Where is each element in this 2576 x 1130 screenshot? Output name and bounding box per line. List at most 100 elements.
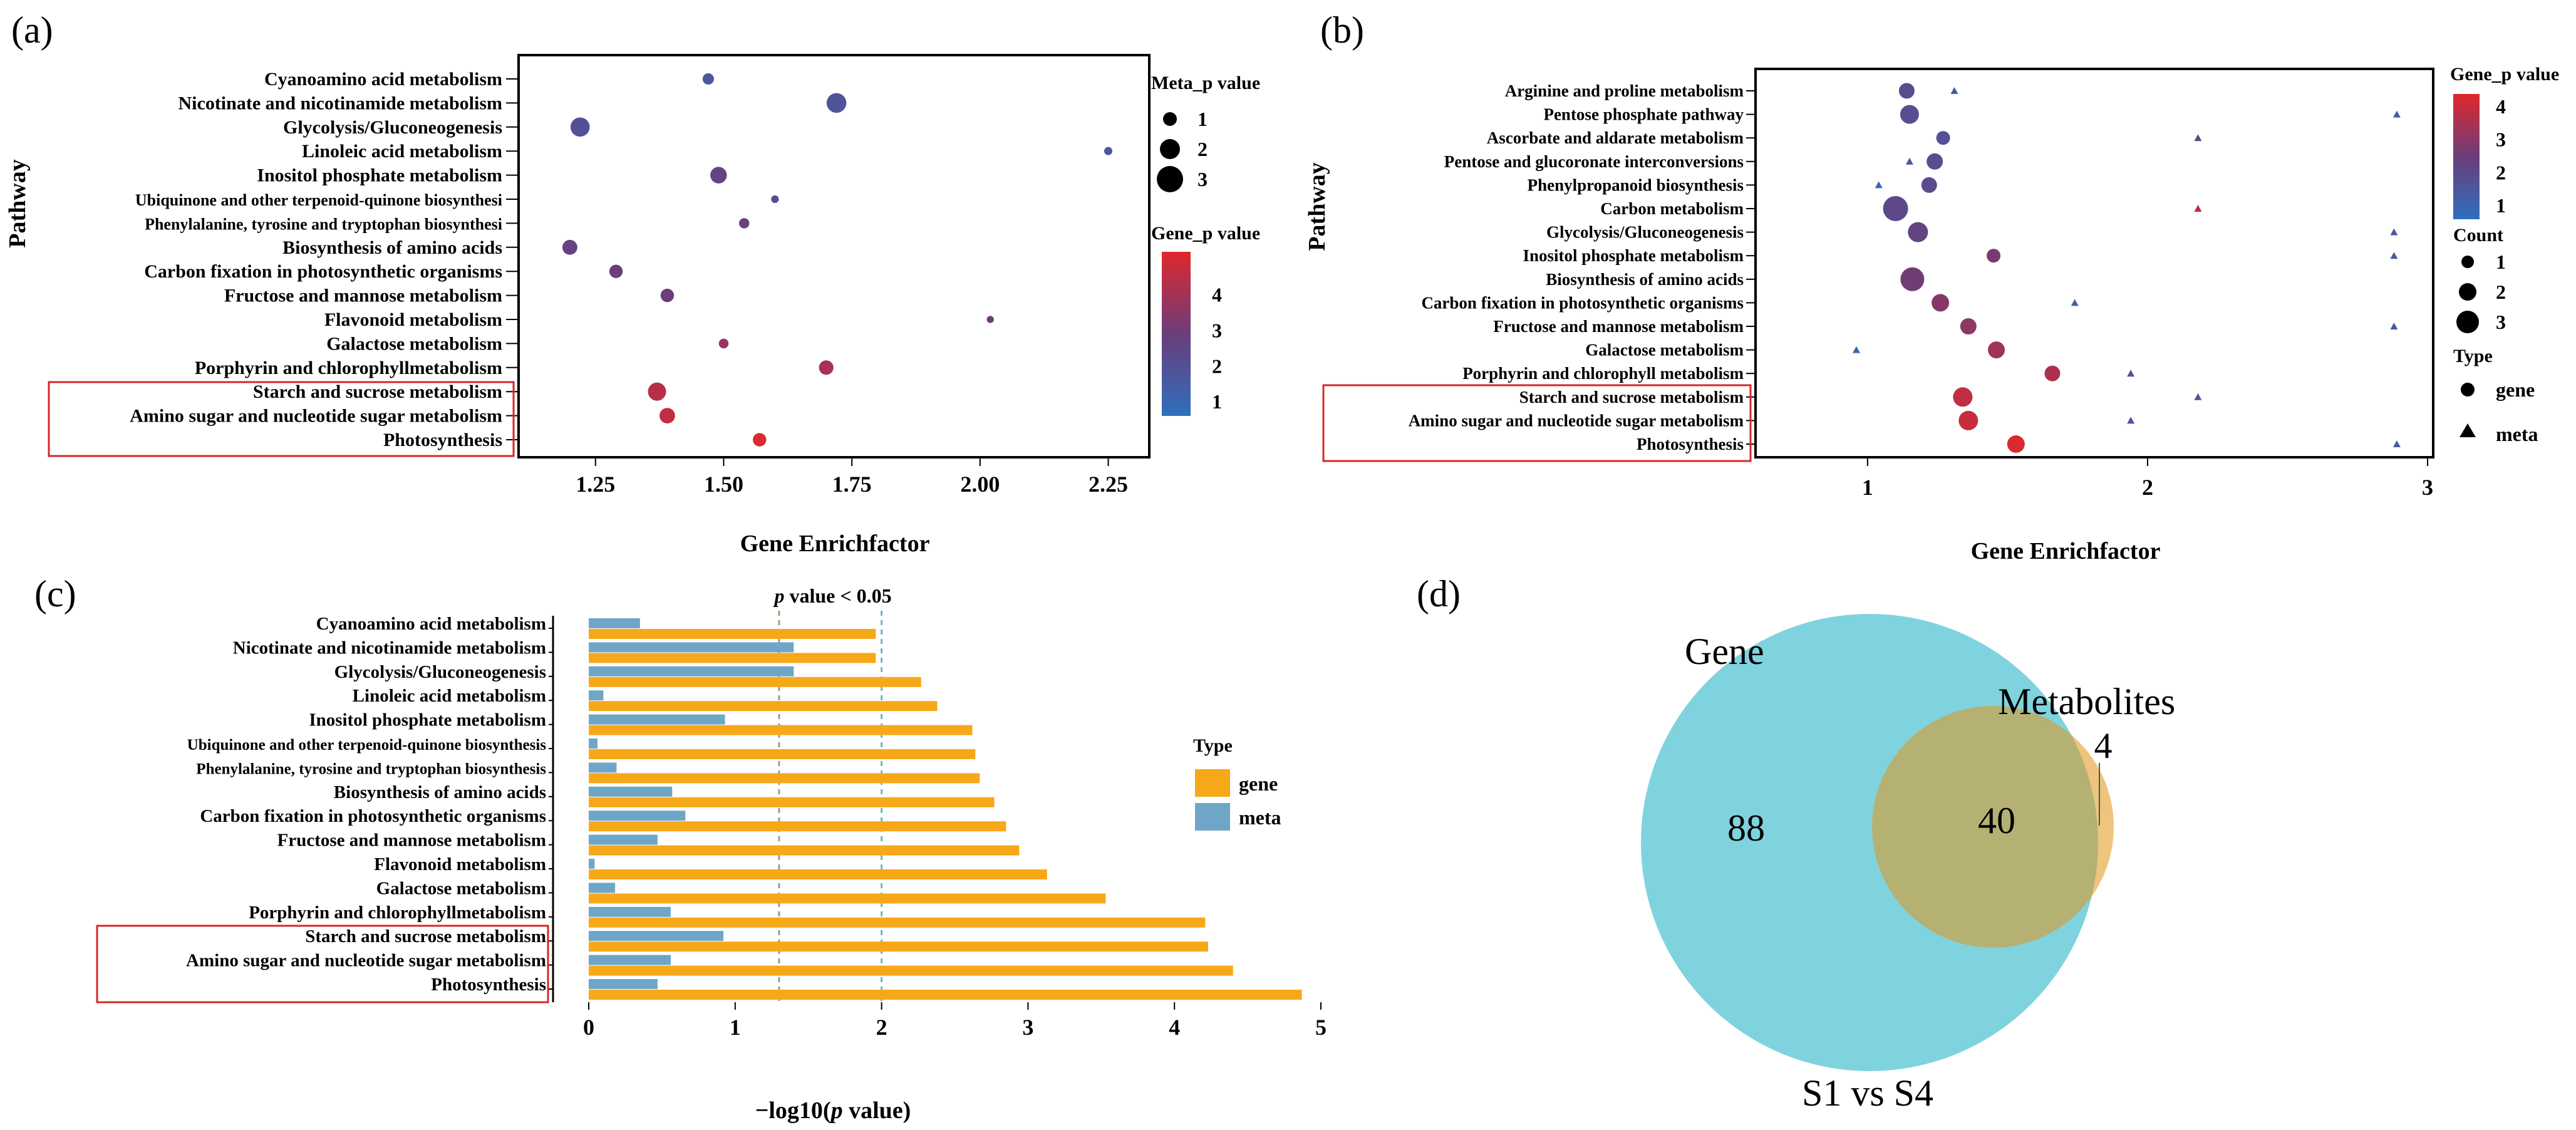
panel-c-gene-bar: [589, 676, 921, 687]
panel-b-pathway-label: Carbon fixation in photosynthetic organi…: [1421, 293, 1744, 312]
panel-a-bubble: [739, 218, 750, 229]
panel-b-pathway-label: Glycolysis/Gluconeogenesis: [1546, 223, 1744, 242]
panel-b-gene-bubble: [1883, 196, 1908, 221]
venn-gene-label: Gene: [1685, 631, 1764, 672]
panel-c-meta-bar: [589, 618, 640, 628]
panel-c-gene-bar: [589, 845, 1020, 856]
panel-a-pathway-label: Amino sugar and nucleotide sugar metabol…: [130, 406, 502, 427]
panel-a-bubble: [562, 239, 577, 255]
panel-b-count-legend-label: 1: [2496, 251, 2506, 273]
panel-b-meta-triangle: [2390, 228, 2398, 236]
panel-a-bubble: [609, 264, 623, 278]
panel-b-pathway-label: Amino sugar and nucleotide sugar metabol…: [1409, 411, 1744, 430]
venn-meta-only-count: 4: [2094, 725, 2113, 766]
panel-b-pathway-label: Arginine and proline metabolism: [1505, 81, 1744, 100]
panel-c-gene-bar: [589, 725, 973, 735]
panel-a-xtick-label: 1.75: [832, 472, 872, 497]
panel-c-pathway-label: Cyanoamino acid metabolism: [316, 614, 546, 634]
panel-b-pathway-label: Pentose and glucoronate interconversions: [1444, 152, 1744, 171]
panel-b-meta-triangle: [2194, 393, 2202, 400]
panel-b-pathway-label: Ascorbate and aldarate metabolism: [1487, 128, 1744, 147]
panel-b-highlight-box: [1322, 384, 1752, 462]
panel-b-pathway-label: Photosynthesis: [1637, 435, 1744, 454]
panel-c-gene-bar: [589, 797, 995, 807]
panel-b-meta-triangle: [1950, 87, 1958, 94]
panel-c-bar-chart: Cyanoamino acid metabolism Nicotinate and…: [96, 584, 1327, 1124]
panel-a-bubble: [753, 433, 767, 447]
panel-c-legend-title: Type: [1193, 735, 1233, 756]
panel-a-pathway-label: Flavonoid metabolism: [324, 309, 502, 330]
panel-c-legend-meta-swatch: [1195, 803, 1230, 831]
panel-b-type-meta-label: meta: [2496, 423, 2538, 445]
panel-b-pathway-label: Starch and sucrose metabolism: [1519, 388, 1744, 407]
panel-b-pathway-label: Pentose phosphate pathway: [1543, 105, 1744, 124]
panel-b-meta-triangle: [2390, 323, 2398, 329]
panel-c-xtick-label: 5: [1315, 1015, 1327, 1040]
panel-c-xlabel: −log10(p value): [755, 1097, 911, 1124]
panel-b-pathway-label: Carbon metabolism: [1600, 199, 1744, 218]
panel-b-gene-bubble: [1908, 222, 1928, 242]
venn-caption: S1 vs S4: [1802, 1072, 1933, 1114]
panel-c-pathway-label: Phenylalanine, tyrosine and tryptophan b…: [196, 760, 546, 777]
panel-a-xtick-label: 2.25: [1089, 472, 1128, 497]
panel-c-pathway-label: Photosynthesis: [431, 975, 546, 995]
panel-b-meta-triangle: [1852, 346, 1860, 353]
panel-a-size-legend-label: 1: [1197, 108, 1208, 130]
panel-b-pathway-label: Porphyrin and chlorophyll metabolism: [1462, 364, 1744, 383]
panel-d-letter: (d): [1417, 573, 1461, 614]
panel-b-gene-bubble: [1900, 267, 1925, 291]
panel-c-title: p value < 0.05: [772, 584, 891, 607]
panel-b-meta-triangle: [2390, 252, 2398, 259]
panel-c-pathway-label: Starch and sucrose metabolism: [305, 926, 546, 946]
panel-c-meta-bar: [589, 642, 794, 653]
panel-c-meta-bar: [589, 955, 671, 965]
panel-b-pathway-label: Inositol phosphate metabolism: [1523, 246, 1744, 265]
panel-c-gene-bar: [589, 749, 976, 759]
panel-a-xlabel: Gene Enrichfactor: [740, 531, 930, 557]
panel-b-gene-bubble: [2044, 365, 2061, 381]
panel-d-venn: Gene Metabolites 88 40 4 S1 vs S4: [1641, 614, 2175, 1114]
panel-a-color-legend-label: 2: [1212, 355, 1222, 377]
venn-meta-label: Metabolites: [1998, 681, 2175, 722]
panel-b-letter: (b): [1320, 9, 1364, 51]
panel-c-highlight-box: [96, 925, 549, 1003]
panel-c-pathway-label: Amino sugar and nucleotide sugar metabol…: [186, 951, 546, 971]
panel-a-pathway-label: Ubiquinone and other terpenoid-quinone b…: [135, 191, 502, 209]
venn-gene-only-count: 88: [1727, 807, 1765, 849]
panel-b-gene-bubble: [1936, 131, 1950, 145]
panel-b-gene-bubble: [1932, 294, 1950, 312]
panel-c-pathway-label: Nicotinate and nicotinamide metabolism: [233, 638, 546, 658]
panel-a-pathway-label: Porphyrin and chlorophyllmetabolism: [195, 358, 502, 378]
panel-c-xtick-label: 2: [876, 1015, 887, 1040]
panel-c-meta-bar: [589, 666, 794, 676]
panel-a-bubble: [702, 73, 714, 85]
panel-c-pathway-label: Fructose and mannose metabolism: [277, 831, 546, 851]
panel-c-meta-bar: [589, 931, 724, 941]
venn-overlap-region: [1872, 706, 2098, 948]
panel-b-ylabel: Pathway: [1304, 162, 1330, 251]
panel-c-xtick-label: 0: [583, 1015, 594, 1040]
panel-a-xtick-label: 1.25: [576, 472, 615, 497]
panel-b-xtick-label: 1: [1862, 475, 1873, 500]
panel-b-meta-triangle: [2392, 110, 2401, 118]
panel-b-color-legend-label: 3: [2496, 128, 2506, 151]
panel-a-pathway-label: Linoleic acid metabolism: [302, 141, 502, 162]
panel-b-bubble-chart: Arginine and proline metabolism Pentose p…: [1304, 64, 2559, 564]
panel-a-size-legend-title: Meta_p value: [1151, 73, 1260, 93]
panel-b-plot-frame: [1754, 68, 2434, 459]
panel-a-size-legend-dot: [1160, 139, 1180, 159]
panel-b-xtick-label: 3: [2422, 475, 2433, 500]
panel-b-type-gene-dot: [2461, 383, 2475, 397]
panel-b-pathway-label: Biosynthesis of amino acids: [1546, 270, 1744, 289]
panel-c-xtick-label: 4: [1169, 1015, 1180, 1040]
panel-b-meta-triangle: [1905, 157, 1913, 165]
panel-c-pathway-label: Flavonoid metabolism: [374, 854, 546, 874]
panel-a-bubble: [986, 316, 994, 323]
panel-b-meta-triangle: [2127, 417, 2135, 424]
panel-a-size-legend-label: 2: [1197, 138, 1208, 160]
panel-a-highlight-box: [48, 381, 515, 457]
panel-c-gene-bar: [589, 629, 876, 639]
panel-c-pathway-label: Biosynthesis of amino acids: [334, 782, 546, 802]
panel-b-color-legend-label: 2: [2496, 161, 2506, 184]
panel-a-bubble: [819, 360, 834, 375]
